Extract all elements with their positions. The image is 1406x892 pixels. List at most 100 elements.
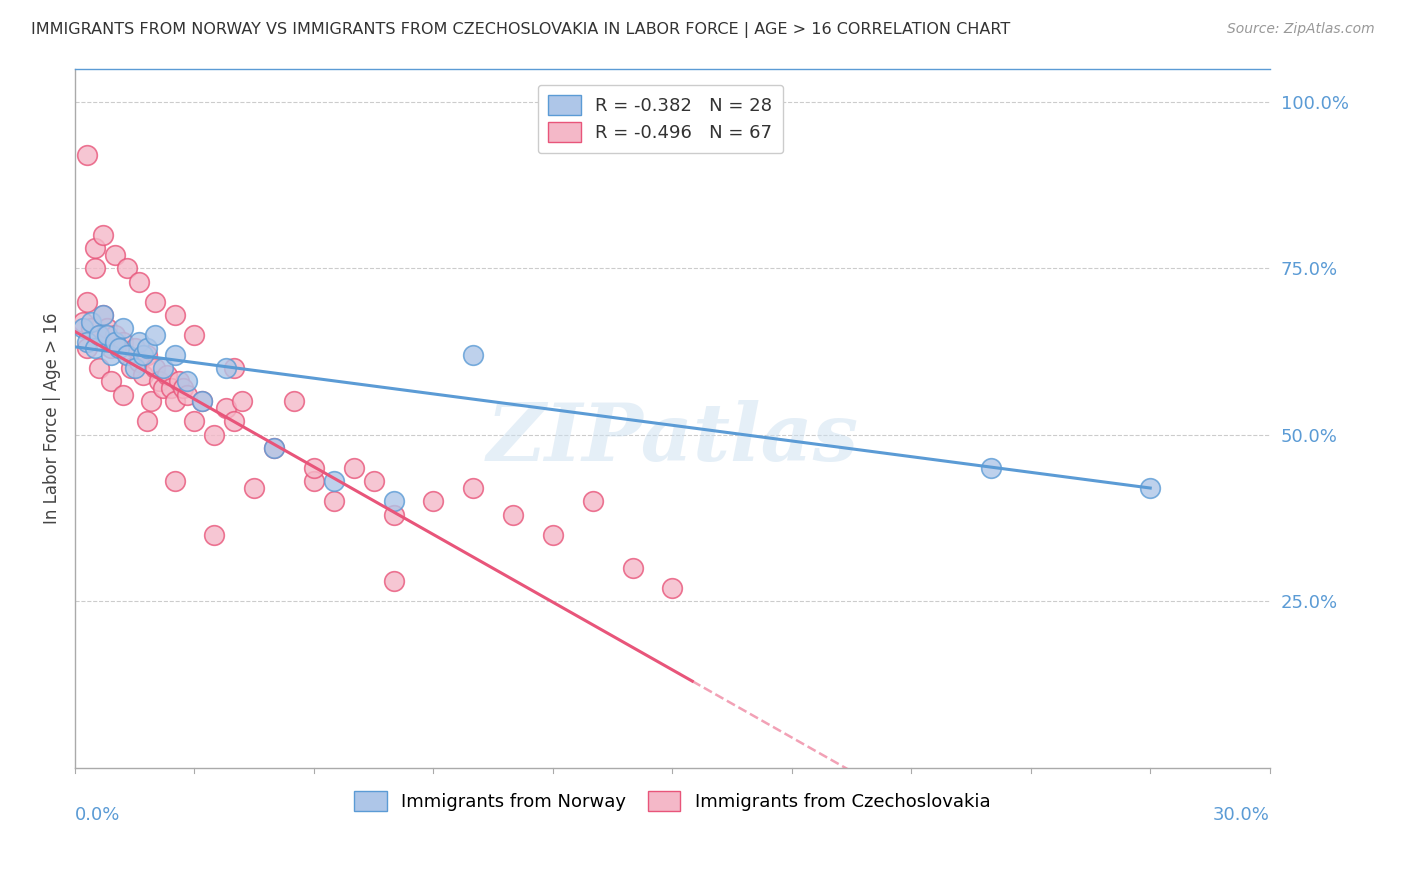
Point [621, 561, 644, 575]
Point [463, 348, 485, 362]
Point [215, 401, 238, 416]
Point [84, 261, 107, 276]
Point [163, 475, 186, 489]
Point [202, 427, 225, 442]
Point [263, 441, 285, 455]
Point [104, 334, 127, 349]
Point [111, 321, 134, 335]
Point [541, 527, 564, 541]
Point [382, 574, 405, 589]
Point [111, 334, 134, 349]
Point [76, 334, 98, 349]
Point [463, 481, 485, 495]
Point [128, 334, 150, 349]
Point [124, 361, 146, 376]
Text: ZIPatlas: ZIPatlas [486, 401, 859, 478]
Text: IMMIGRANTS FROM NORWAY VS IMMIGRANTS FROM CZECHOSLOVAKIA IN LABOR FORCE | AGE > : IMMIGRANTS FROM NORWAY VS IMMIGRANTS FRO… [31, 22, 1010, 38]
Point [104, 327, 127, 342]
Text: Source: ZipAtlas.com: Source: ZipAtlas.com [1227, 22, 1375, 37]
Point [100, 375, 122, 389]
Point [135, 414, 157, 428]
Point [502, 508, 524, 522]
Point [183, 414, 205, 428]
Y-axis label: In Labor Force | Age > 16: In Labor Force | Age > 16 [44, 312, 60, 524]
Point [76, 148, 98, 162]
Point [111, 388, 134, 402]
Point [283, 394, 305, 409]
Point [76, 294, 98, 309]
Point [382, 494, 405, 508]
Point [231, 394, 253, 409]
Point [382, 508, 405, 522]
Point [202, 527, 225, 541]
Point [135, 341, 157, 355]
Point [131, 348, 153, 362]
Point [108, 341, 131, 355]
Point [167, 375, 190, 389]
Point [104, 248, 127, 262]
Point [128, 354, 150, 368]
Point [80, 314, 103, 328]
Point [661, 581, 683, 595]
Point [143, 294, 166, 309]
Point [124, 341, 146, 355]
Text: 30.0%: 30.0% [1213, 806, 1270, 824]
Point [143, 327, 166, 342]
Point [302, 461, 325, 475]
Point [191, 394, 214, 409]
Point [172, 381, 194, 395]
Point [76, 341, 98, 355]
Point [159, 381, 181, 395]
Point [152, 381, 174, 395]
Point [322, 475, 344, 489]
Point [582, 494, 605, 508]
Point [91, 308, 114, 322]
Point [96, 327, 118, 342]
Point [215, 361, 238, 376]
Point [80, 321, 103, 335]
Point [176, 375, 198, 389]
Point [191, 394, 214, 409]
Point [87, 327, 110, 342]
Point [243, 481, 266, 495]
Point [1139, 481, 1161, 495]
Point [322, 494, 344, 508]
Point [155, 368, 177, 382]
Point [422, 494, 444, 508]
Point [183, 327, 205, 342]
Point [343, 461, 366, 475]
Point [115, 261, 138, 276]
Legend: Immigrants from Norway, Immigrants from Czechoslovakia: Immigrants from Norway, Immigrants from … [347, 784, 998, 818]
Point [115, 348, 138, 362]
Point [115, 348, 138, 362]
Point [224, 414, 246, 428]
Point [363, 475, 385, 489]
Point [100, 341, 122, 355]
Point [128, 275, 150, 289]
Point [163, 308, 186, 322]
Point [302, 475, 325, 489]
Point [84, 341, 107, 355]
Point [72, 321, 94, 335]
Text: 0.0%: 0.0% [75, 806, 121, 824]
Point [87, 327, 110, 342]
Point [224, 361, 246, 376]
Point [143, 361, 166, 376]
Point [120, 361, 142, 376]
Point [87, 361, 110, 376]
Point [96, 321, 118, 335]
Point [91, 227, 114, 242]
Point [72, 314, 94, 328]
Point [100, 348, 122, 362]
Point [980, 461, 1002, 475]
Point [176, 388, 198, 402]
Point [152, 361, 174, 376]
Point [163, 348, 186, 362]
Point [163, 394, 186, 409]
Point [148, 375, 170, 389]
Point [139, 394, 162, 409]
Point [131, 368, 153, 382]
Point [263, 441, 285, 455]
Point [84, 241, 107, 255]
Point [135, 348, 157, 362]
